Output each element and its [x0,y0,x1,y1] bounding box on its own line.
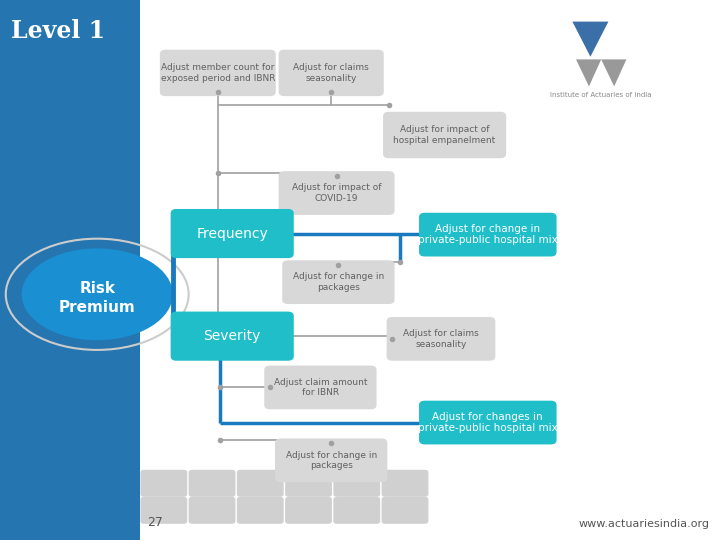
Text: Adjust for claims
seasonality: Adjust for claims seasonality [293,63,369,83]
Text: 27: 27 [148,516,163,529]
Text: www.actuariesindia.org: www.actuariesindia.org [578,519,709,529]
Text: Adjust member count for
exposed period and IBNR: Adjust member count for exposed period a… [161,63,275,83]
Polygon shape [572,22,608,57]
FancyBboxPatch shape [237,497,284,524]
FancyBboxPatch shape [279,50,384,96]
Text: Adjust for claims
seasonality: Adjust for claims seasonality [403,329,479,348]
Text: Adjust claim amount
for IBNR: Adjust claim amount for IBNR [274,378,367,397]
FancyBboxPatch shape [171,209,294,258]
Text: Severity: Severity [204,329,261,343]
Text: Frequency: Frequency [197,227,268,240]
Text: Adjust for impact of
hospital empanelment: Adjust for impact of hospital empanelmen… [393,125,496,145]
FancyBboxPatch shape [382,470,428,497]
FancyBboxPatch shape [383,112,506,158]
FancyBboxPatch shape [160,50,276,96]
FancyBboxPatch shape [275,438,387,482]
FancyBboxPatch shape [419,401,557,444]
FancyBboxPatch shape [285,470,332,497]
FancyBboxPatch shape [333,470,380,497]
FancyBboxPatch shape [333,497,380,524]
Text: Institute of Actuaries of India: Institute of Actuaries of India [551,92,652,98]
FancyBboxPatch shape [189,470,235,497]
Text: Adjust for impact of
COVID-19: Adjust for impact of COVID-19 [292,184,382,202]
Text: Level 1: Level 1 [11,19,105,43]
Text: Premium: Premium [59,300,135,315]
FancyBboxPatch shape [282,260,395,304]
Text: Adjust for change in
packages: Adjust for change in packages [286,451,377,470]
Text: Adjust for change in
packages: Adjust for change in packages [293,273,384,292]
FancyBboxPatch shape [237,470,284,497]
FancyBboxPatch shape [171,312,294,361]
FancyBboxPatch shape [382,497,428,524]
FancyBboxPatch shape [140,470,187,497]
Polygon shape [576,59,601,86]
FancyBboxPatch shape [0,0,140,540]
FancyBboxPatch shape [279,171,395,215]
Text: Risk: Risk [79,281,115,296]
Polygon shape [601,59,626,86]
FancyBboxPatch shape [264,366,377,409]
Text: Adjust for changes in
private-public hospital mix: Adjust for changes in private-public hos… [418,411,558,433]
FancyBboxPatch shape [387,317,495,361]
FancyBboxPatch shape [189,497,235,524]
FancyBboxPatch shape [140,497,187,524]
Text: Adjust for change in
private-public hospital mix: Adjust for change in private-public hosp… [418,224,558,245]
FancyBboxPatch shape [419,213,557,256]
FancyBboxPatch shape [285,497,332,524]
Ellipse shape [22,248,173,340]
